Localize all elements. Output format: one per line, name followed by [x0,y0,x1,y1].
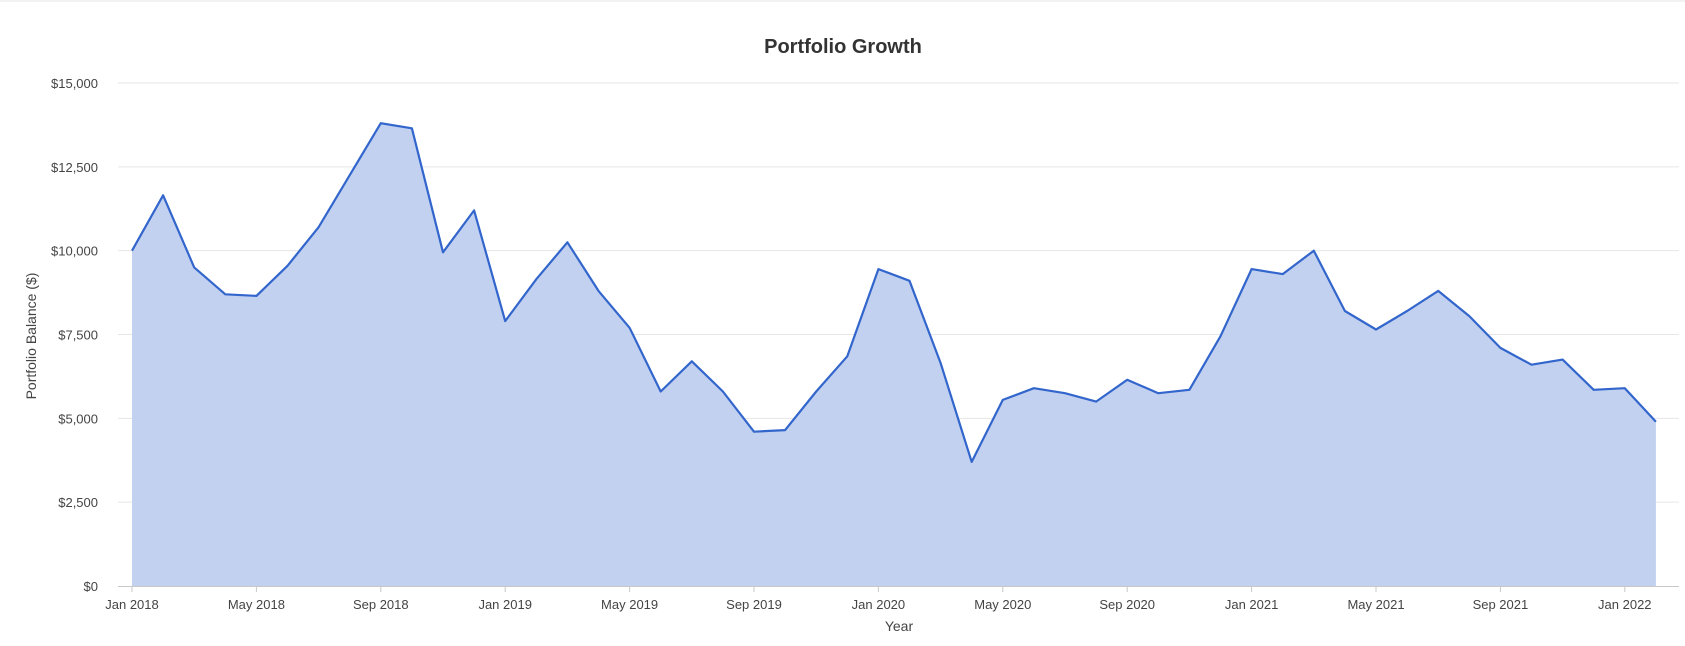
data-point [286,264,290,268]
data-point [1125,378,1129,382]
data-point [783,428,787,432]
y-tick-label: $12,500 [51,160,98,175]
data-point [317,225,321,229]
plot-area [130,121,1658,586]
y-axis-title: Portfolio Balance ($) [23,273,39,400]
y-tick-label: $10,000 [51,244,98,259]
data-point [441,250,445,254]
data-point [690,359,694,363]
data-point [1498,346,1502,350]
data-point [1623,386,1627,390]
x-axis: Jan 2018 May 2018 Sep 2018 Jan 2019 May 2019… [105,586,1679,612]
x-tick-label: May 2018 [228,597,285,612]
data-point [1219,334,1223,338]
y-tick-label: $7,500 [58,328,98,343]
data-point [721,390,725,394]
y-tick-label: $0 [84,579,98,594]
data-point [1592,388,1596,392]
data-point [1654,420,1658,424]
data-point [1343,309,1347,313]
x-tick-label: May 2021 [1347,597,1404,612]
chart-title: Portfolio Growth [764,36,922,58]
data-point [1530,363,1534,367]
data-point [845,354,849,358]
x-tick-label: Sep 2018 [353,597,409,612]
data-point [1001,398,1005,402]
y-tick-label: $2,500 [58,495,98,510]
data-point [379,121,383,125]
x-tick-label: Sep 2021 [1473,597,1529,612]
x-tick-label: May 2020 [974,597,1031,612]
data-point [223,292,227,296]
data-point [1561,358,1565,362]
data-point [534,277,538,281]
data-point [472,208,476,212]
x-tick-label: Sep 2020 [1099,597,1155,612]
data-point [192,265,196,269]
data-point [628,326,632,330]
data-point [410,126,414,130]
y-tick-label: $15,000 [51,76,98,91]
x-tick-label: May 2019 [601,597,658,612]
data-point [1467,314,1471,318]
data-point [1250,267,1254,271]
series-line [131,122,1657,463]
data-point [1156,391,1160,395]
data-point [597,289,601,293]
data-point [970,460,974,464]
data-point [1032,386,1036,390]
data-point [814,390,818,394]
data-point [1063,391,1067,395]
x-axis-title: Year [885,618,914,634]
x-tick-label: Jan 2019 [478,597,532,612]
x-tick-label: Sep 2019 [726,597,782,612]
data-point [565,240,569,244]
data-point [939,361,943,365]
data-point [876,267,880,271]
x-tick-label: Jan 2018 [105,597,159,612]
x-tick-label: Jan 2022 [1598,597,1652,612]
data-point [1094,400,1098,404]
data-point [348,173,352,177]
y-tick-label: $5,000 [58,411,98,426]
data-point [254,294,258,298]
data-point [1312,249,1316,253]
data-point [908,279,912,283]
data-point [752,430,756,434]
x-tick-label: Jan 2021 [1225,597,1279,612]
data-point [1281,272,1285,276]
data-point [503,319,507,323]
data-point [130,249,134,253]
data-point [1405,309,1409,313]
data-point [1187,388,1191,392]
data-point [1436,289,1440,293]
data-point [659,390,663,394]
series-area [132,123,1656,586]
y-axis-ticks: $0 $2,500 $5,000 $7,500 $10,000 $12,500 $15,00… [51,76,98,594]
top-border [0,0,1685,2]
x-tick-label: Jan 2020 [852,597,906,612]
data-point [1374,328,1378,332]
data-point [161,193,165,197]
